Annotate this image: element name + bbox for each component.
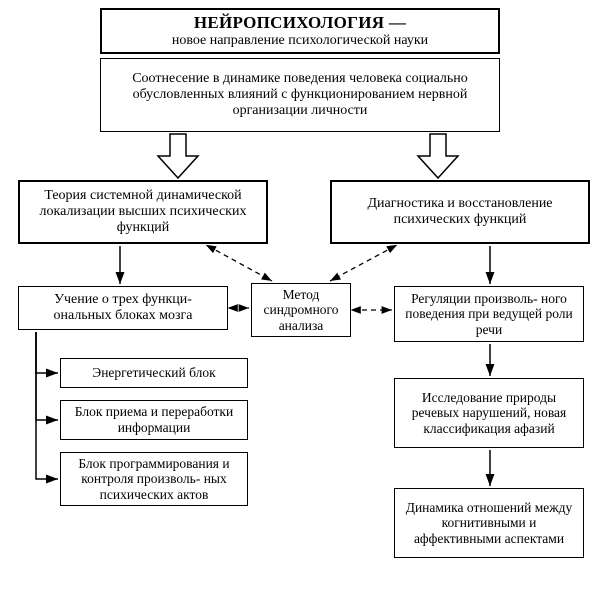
regulation-text: Регуляции произволь- ного поведения при … [401, 291, 577, 338]
diagnostics-text: Диагностика и восстановление психических… [338, 196, 582, 228]
node-method: Метод синдромного анализа [251, 283, 351, 337]
node-speech: Исследование природы речевых нарушений, … [394, 378, 584, 448]
node-block-3: Блок программирования и контроля произво… [60, 452, 248, 506]
hollow-arrow-right [418, 134, 458, 178]
method-l3: анализа [279, 318, 324, 334]
node-block-2: Блок приема и переработки информации [60, 400, 248, 440]
node-regulation: Регуляции произволь- ного поведения при … [394, 286, 584, 342]
arrow-to-block3 [36, 332, 58, 479]
dashed-theory-method [208, 246, 272, 281]
node-three-blocks: Учение о трех функци- ональных блоках мо… [18, 286, 228, 330]
three-blocks-text: Учение о трех функци- ональных блоках мо… [25, 292, 221, 324]
title-main: НЕЙРОПСИХОЛОГИЯ — [194, 13, 406, 33]
node-dynamics: Динамика отношений между когнитивными и … [394, 488, 584, 558]
arrow-to-block1 [36, 332, 58, 373]
node-block-1: Энергетический блок [60, 358, 248, 388]
theory-text: Теория системной динамической локализаци… [26, 188, 260, 236]
node-correlation: Соотнесение в динамике поведения человек… [100, 58, 500, 132]
hollow-arrow-left [158, 134, 198, 178]
speech-text: Исследование природы речевых нарушений, … [401, 390, 577, 437]
node-title: НЕЙРОПСИХОЛОГИЯ — новое направление псих… [100, 8, 500, 54]
correlation-text: Соотнесение в динамике поведения человек… [107, 71, 493, 119]
block3-text: Блок программирования и контроля произво… [67, 456, 241, 503]
block2-text: Блок приема и переработки информации [67, 404, 241, 435]
arrow-to-block2 [36, 332, 58, 420]
node-diagnostics: Диагностика и восстановление психических… [330, 180, 590, 244]
method-l2: синдромного [263, 302, 338, 318]
node-theory: Теория системной динамической локализаци… [18, 180, 268, 244]
title-sub: новое направление психологической науки [172, 33, 428, 49]
block1-text: Энергетический блок [92, 365, 215, 381]
method-l1: Метод [283, 287, 320, 303]
dashed-diag-method [330, 246, 395, 281]
dynamics-text: Динамика отношений между когнитивными и … [401, 500, 577, 547]
